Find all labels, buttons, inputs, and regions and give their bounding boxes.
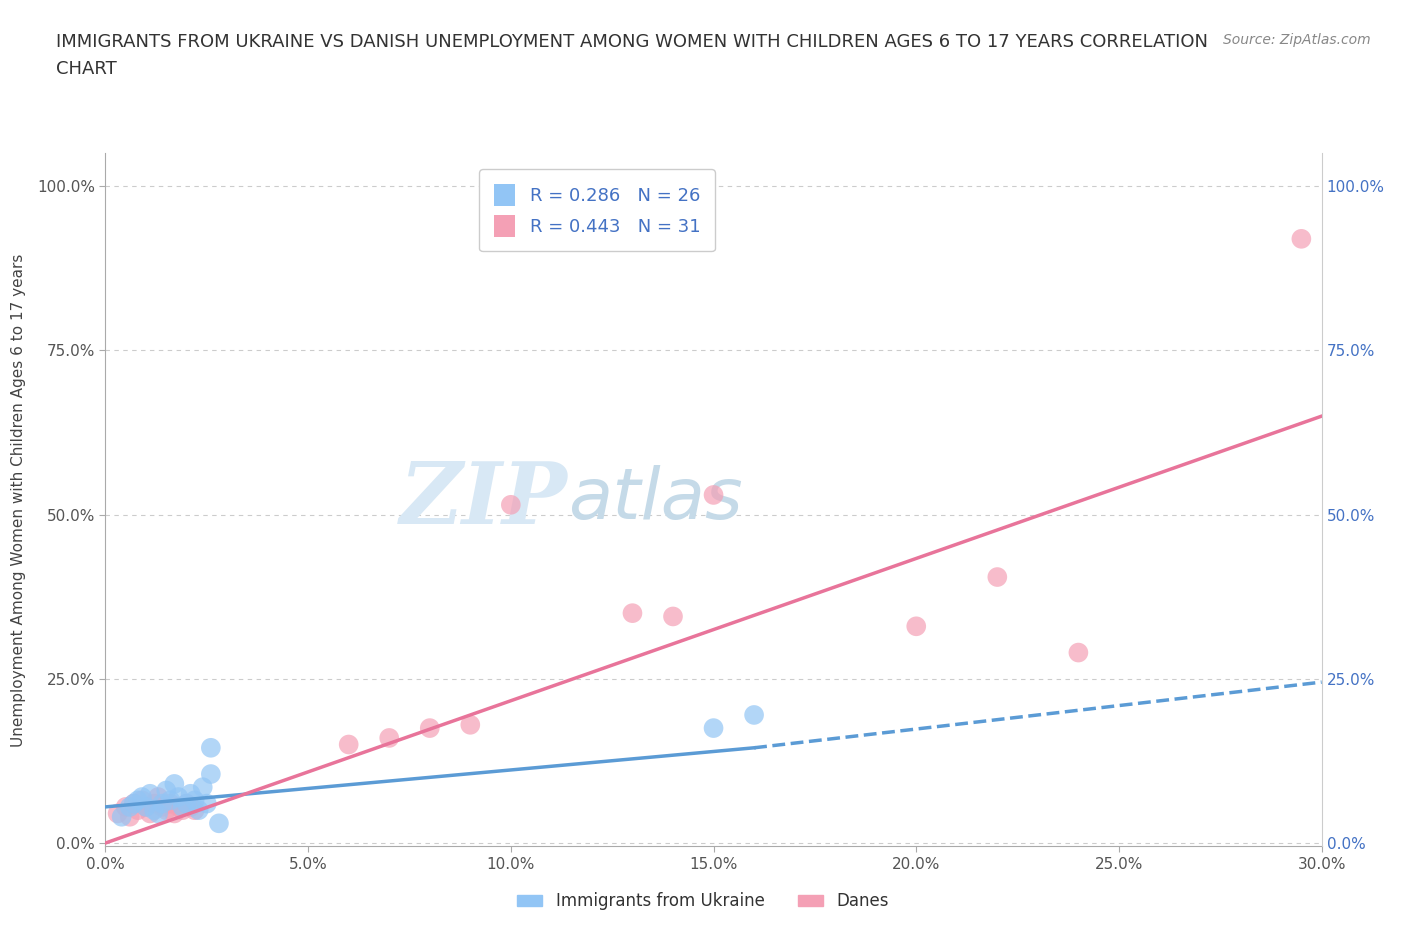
- Point: [180, 800, 202, 815]
- Point: [118, 809, 141, 824]
- Point: [187, 803, 209, 817]
- Point: [143, 796, 166, 811]
- Text: CHART: CHART: [56, 60, 117, 78]
- Point: [107, 806, 129, 821]
- Point: [159, 793, 181, 808]
- Point: [139, 806, 162, 821]
- Point: [183, 793, 205, 808]
- Point: [111, 809, 134, 824]
- Point: [135, 800, 157, 815]
- Point: [143, 803, 166, 817]
- Point: [163, 806, 186, 821]
- Point: [499, 498, 522, 512]
- Point: [131, 790, 153, 804]
- Point: [172, 803, 194, 817]
- Point: [135, 800, 157, 815]
- Point: [122, 796, 145, 811]
- Point: [139, 787, 162, 802]
- Point: [167, 790, 190, 804]
- Legend: R = 0.286   N = 26, R = 0.443   N = 31: R = 0.286 N = 26, R = 0.443 N = 31: [479, 169, 716, 251]
- Point: [118, 800, 141, 815]
- Legend: Immigrants from Ukraine, Danes: Immigrants from Ukraine, Danes: [510, 885, 896, 917]
- Point: [122, 796, 145, 811]
- Point: [191, 779, 214, 794]
- Point: [176, 796, 198, 811]
- Point: [905, 618, 928, 633]
- Point: [127, 803, 149, 817]
- Point: [378, 730, 401, 745]
- Point: [180, 787, 202, 802]
- Point: [200, 766, 222, 781]
- Point: [742, 708, 765, 723]
- Point: [146, 790, 169, 804]
- Point: [159, 796, 181, 811]
- Point: [195, 796, 218, 811]
- Point: [131, 793, 153, 808]
- Point: [702, 487, 725, 502]
- Point: [1067, 645, 1090, 660]
- Point: [176, 796, 198, 811]
- Text: ZIP: ZIP: [399, 458, 568, 541]
- Text: atlas: atlas: [568, 465, 742, 535]
- Point: [114, 800, 136, 815]
- Text: IMMIGRANTS FROM UKRAINE VS DANISH UNEMPLOYMENT AMONG WOMEN WITH CHILDREN AGES 6 : IMMIGRANTS FROM UKRAINE VS DANISH UNEMPL…: [56, 33, 1208, 50]
- Text: Source: ZipAtlas.com: Source: ZipAtlas.com: [1223, 33, 1371, 46]
- Y-axis label: Unemployment Among Women with Children Ages 6 to 17 years: Unemployment Among Women with Children A…: [11, 253, 25, 747]
- Point: [150, 796, 173, 811]
- Point: [1291, 232, 1313, 246]
- Point: [986, 569, 1008, 584]
- Point: [337, 737, 360, 752]
- Point: [208, 816, 231, 830]
- Point: [155, 803, 177, 817]
- Point: [200, 740, 222, 755]
- Point: [183, 803, 205, 817]
- Point: [167, 800, 190, 815]
- Point: [146, 806, 169, 821]
- Point: [172, 800, 194, 815]
- Point: [163, 777, 186, 791]
- Point: [662, 609, 685, 624]
- Point: [155, 783, 177, 798]
- Point: [127, 793, 149, 808]
- Point: [458, 717, 481, 732]
- Point: [150, 800, 173, 815]
- Point: [702, 721, 725, 736]
- Point: [419, 721, 441, 736]
- Point: [621, 605, 644, 620]
